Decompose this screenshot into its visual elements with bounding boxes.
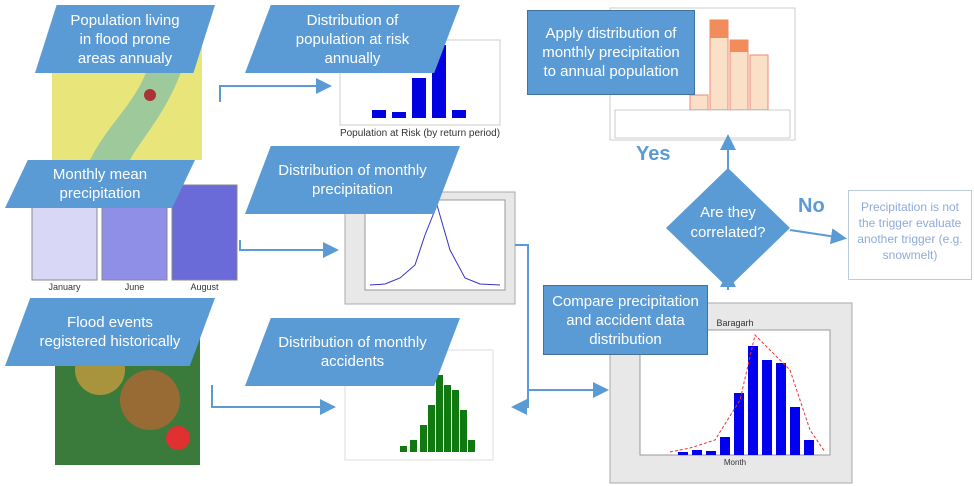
precip-map <box>31 204 98 281</box>
yes-label: Yes <box>636 143 671 165</box>
no-label: No <box>798 195 825 217</box>
process-step: Monthly mean precipitation <box>5 160 195 208</box>
process-step: Distribution of monthly accidents <box>245 318 460 386</box>
decision-label: Are they correlated? <box>690 204 766 241</box>
process-step: Compare precipitation and accident data … <box>543 285 708 355</box>
map-caption: January <box>48 282 81 292</box>
process-step: Distribution of monthly precipitation <box>245 146 460 214</box>
process-step: Flood events registered historically <box>5 298 215 366</box>
precip-map <box>101 204 168 281</box>
map-caption: August <box>190 282 219 292</box>
map-caption: June <box>124 282 145 292</box>
note: Precipitation is not the trigger evaluat… <box>848 190 972 280</box>
axis-label: Month <box>723 458 747 467</box>
precip-map <box>171 184 238 281</box>
decision-diamond <box>666 168 790 288</box>
process-step: Population living in flood prone areas a… <box>35 5 215 73</box>
chart-caption: Population at Risk (by return period) <box>339 128 501 139</box>
chart-title: Baragarh <box>716 318 754 328</box>
process-step: Distribution of population at risk annua… <box>245 5 460 73</box>
process-step: Apply distribution of monthly precipitat… <box>527 10 695 95</box>
